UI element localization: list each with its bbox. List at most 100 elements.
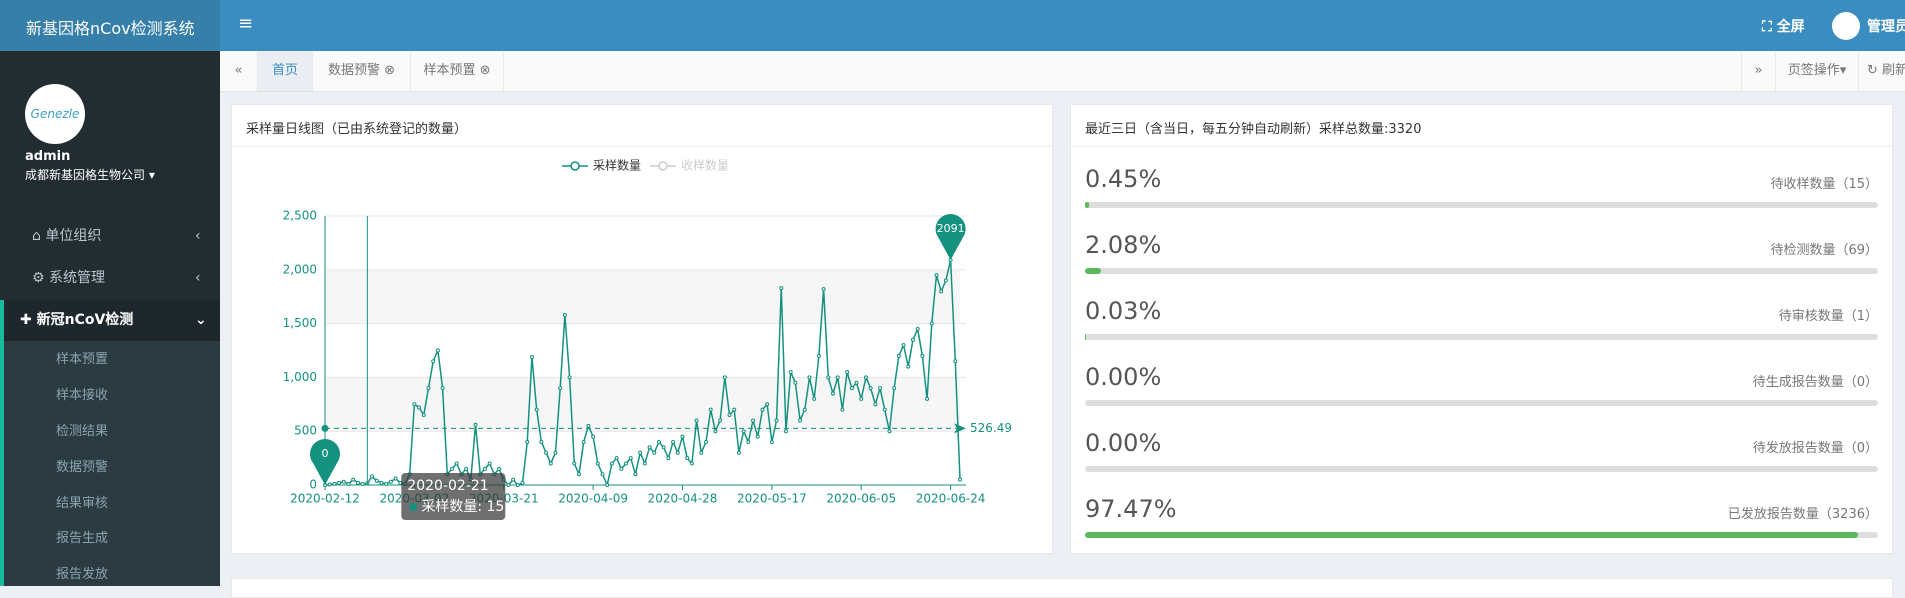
data-point bbox=[705, 440, 708, 443]
data-point bbox=[775, 419, 778, 422]
data-point bbox=[498, 467, 501, 470]
data-point bbox=[902, 344, 905, 347]
menu-toggle[interactable]: ≡ bbox=[238, 13, 253, 34]
legend-item[interactable]: 收样数量 bbox=[650, 158, 729, 173]
mark-line-start bbox=[322, 425, 329, 432]
data-point bbox=[723, 376, 726, 379]
company[interactable]: 成都新基因格生物公司 ▾ bbox=[25, 166, 155, 183]
data-point bbox=[916, 327, 919, 330]
sidebar: Genezle admin 成都新基因格生物公司 ▾ ⌂ 单位组织‹ ⚙ 系统管… bbox=[0, 51, 220, 586]
data-point bbox=[455, 462, 458, 465]
data-point bbox=[338, 481, 341, 484]
submenu-item[interactable]: 样本预置 bbox=[0, 342, 220, 378]
fullscreen-button[interactable]: ⛶ 全屏 bbox=[1762, 16, 1805, 36]
stat-name: 待发放报告数量（0） bbox=[1753, 437, 1878, 456]
refresh[interactable]: ↻ 刷新 bbox=[1859, 51, 1905, 91]
mark-point-label: 0 bbox=[322, 447, 329, 460]
mark-line-label: 526.49 bbox=[970, 421, 1012, 435]
data-point bbox=[385, 482, 388, 485]
submenu-item[interactable]: 报告生成 bbox=[0, 521, 220, 557]
data-point bbox=[869, 387, 872, 390]
submenu-item[interactable]: 数据预警 bbox=[0, 450, 220, 486]
data-point bbox=[639, 451, 642, 454]
tab-active[interactable]: 首页 bbox=[258, 51, 313, 91]
tab-actions[interactable]: 页签操作▾ bbox=[1776, 51, 1859, 91]
data-point bbox=[427, 387, 430, 390]
menu-item[interactable]: ⌂ 单位组织‹ bbox=[0, 216, 220, 257]
legend-label: 采样数量 bbox=[593, 158, 641, 173]
data-point bbox=[545, 451, 548, 454]
data-point bbox=[926, 397, 929, 400]
data-point bbox=[380, 481, 383, 484]
progress-track bbox=[1085, 400, 1878, 406]
submenu-item[interactable]: 结果审核 bbox=[0, 486, 220, 522]
data-point bbox=[601, 473, 604, 476]
mark-point bbox=[936, 214, 966, 260]
fullscreen-label: 全屏 bbox=[1777, 19, 1805, 35]
data-point bbox=[813, 397, 816, 400]
data-point bbox=[676, 451, 679, 454]
data-point bbox=[874, 403, 877, 406]
y-tick-label: 0 bbox=[309, 478, 317, 492]
tab[interactable]: 样本预置 ⊗ bbox=[411, 51, 504, 91]
data-point bbox=[554, 451, 557, 454]
data-point bbox=[836, 376, 839, 379]
menu-item[interactable]: ⚙ 系统管理‹ bbox=[0, 258, 220, 299]
submenu-item[interactable]: 报告发放 bbox=[0, 557, 220, 593]
data-point bbox=[761, 408, 764, 411]
data-point bbox=[799, 419, 802, 422]
data-point bbox=[563, 313, 566, 316]
data-point bbox=[610, 462, 613, 465]
data-point bbox=[451, 467, 454, 470]
menu-item-active[interactable]: ✚ 新冠nCoV检测⌄ bbox=[0, 300, 220, 341]
data-point bbox=[549, 462, 552, 465]
data-point bbox=[672, 440, 675, 443]
progress-track bbox=[1085, 334, 1878, 340]
data-point bbox=[634, 473, 637, 476]
data-point bbox=[897, 354, 900, 357]
stat-percent: 0.00% bbox=[1085, 363, 1161, 391]
user-menu[interactable]: 管理员 bbox=[1867, 16, 1905, 36]
data-point bbox=[827, 376, 830, 379]
data-point bbox=[808, 376, 811, 379]
tab-next[interactable]: » bbox=[1741, 51, 1776, 91]
tab[interactable]: 数据预警 ⊗ bbox=[313, 51, 411, 91]
data-point bbox=[568, 376, 571, 379]
stat-name: 待收样数量（15） bbox=[1770, 173, 1878, 192]
data-point bbox=[559, 387, 562, 390]
legend-marker bbox=[659, 162, 667, 170]
submenu-item[interactable]: 检测结果 bbox=[0, 414, 220, 450]
user-name: admin bbox=[25, 149, 70, 164]
data-point bbox=[516, 484, 519, 487]
data-point bbox=[841, 408, 844, 411]
data-point bbox=[526, 440, 529, 443]
data-point bbox=[643, 462, 646, 465]
progress-track bbox=[1085, 466, 1878, 472]
data-point bbox=[540, 440, 543, 443]
data-point bbox=[667, 457, 670, 460]
data-point bbox=[352, 478, 355, 481]
tab-actions-label: 页签操作 bbox=[1788, 63, 1840, 78]
data-point bbox=[817, 354, 820, 357]
data-point bbox=[347, 482, 350, 485]
stat-percent: 97.47% bbox=[1085, 495, 1177, 523]
x-tick-label: 2020-06-24 bbox=[916, 492, 986, 506]
data-point bbox=[766, 403, 769, 406]
data-point bbox=[488, 462, 491, 465]
data-point bbox=[850, 387, 853, 390]
data-point bbox=[883, 408, 886, 411]
data-point bbox=[620, 467, 623, 470]
data-point bbox=[413, 403, 416, 406]
legend-marker bbox=[571, 162, 579, 170]
data-point bbox=[864, 376, 867, 379]
tab-prev[interactable]: « bbox=[220, 51, 258, 91]
submenu-item[interactable]: 样本接收 bbox=[0, 378, 220, 414]
data-point bbox=[342, 480, 345, 483]
data-point bbox=[681, 435, 684, 438]
legend-item[interactable]: 采样数量 bbox=[562, 158, 641, 173]
data-point bbox=[832, 392, 835, 395]
tab-label: 样本预置 bbox=[423, 63, 475, 78]
data-point bbox=[846, 371, 849, 374]
